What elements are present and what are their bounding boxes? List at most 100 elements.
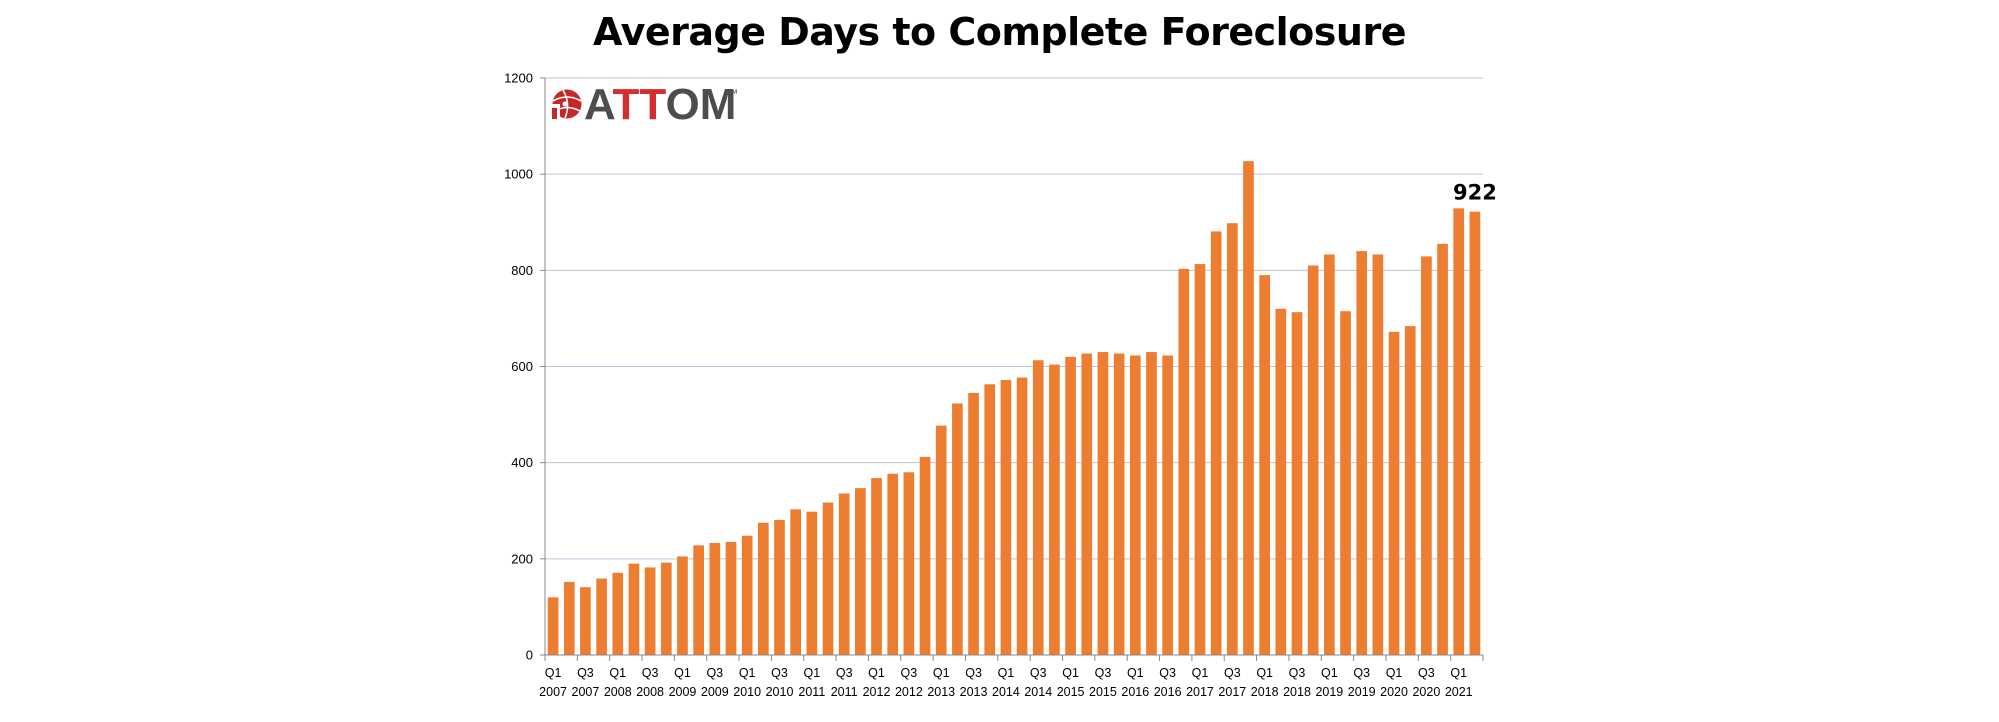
x-tick-label-quarter: Q1	[1386, 666, 1403, 680]
x-tick-label-year: 2009	[669, 685, 697, 699]
x-tick-label-year: 2017	[1186, 685, 1214, 699]
x-tick-label-year: 2016	[1121, 685, 1149, 699]
bar	[1000, 379, 1012, 655]
bar	[903, 472, 915, 655]
axes	[544, 78, 1483, 656]
logo-letters-tt: TT	[613, 80, 667, 129]
logo-letter-a: A	[584, 80, 615, 129]
data-labels: 922	[1453, 181, 1497, 205]
bar	[1146, 352, 1157, 655]
logo-letters-om: OM	[665, 80, 736, 129]
x-tick-label-year: 2007	[539, 685, 567, 699]
x-tick-label-quarter: Q3	[642, 666, 659, 680]
bar	[1178, 268, 1190, 655]
bar	[1469, 211, 1481, 656]
x-tick-label-quarter: Q3	[965, 666, 982, 680]
bar	[1421, 256, 1432, 655]
x-tick-label-quarter: Q3	[771, 666, 788, 680]
y-tick-label: 0	[526, 648, 533, 663]
bar	[1016, 377, 1028, 655]
x-tick-label-quarter: Q1	[1321, 666, 1338, 680]
y-tick-label: 400	[511, 455, 533, 470]
logo-wordmark: ATTOM	[584, 80, 736, 129]
bar	[1129, 355, 1141, 655]
bar	[1113, 353, 1125, 655]
bar	[1032, 360, 1044, 655]
x-tick-label-quarter: Q3	[836, 666, 853, 680]
x-tick-label-year: 2012	[863, 685, 891, 699]
bar	[774, 519, 785, 655]
bar	[822, 502, 834, 655]
bar	[1404, 326, 1416, 655]
bar	[871, 478, 882, 655]
bar	[725, 542, 737, 655]
bar	[1081, 353, 1093, 655]
x-tick-label-year: 2011	[831, 685, 858, 699]
x-tick-label-quarter: Q3	[1418, 666, 1435, 680]
bar	[984, 384, 996, 655]
x-tick-label-year: 2009	[701, 685, 729, 699]
bar	[628, 563, 640, 655]
bar	[596, 578, 607, 655]
x-tick-label-year: 2020	[1412, 685, 1440, 699]
x-tick-label-quarter: Q1	[803, 666, 820, 680]
logo-trademark: ™	[727, 88, 738, 100]
x-tick-label-year: 2012	[895, 685, 923, 699]
x-tick-label-quarter: Q1	[1192, 666, 1209, 680]
bar	[1307, 265, 1319, 655]
y-tick-label: 600	[511, 359, 533, 374]
x-tick-label-year: 2013	[927, 685, 955, 699]
bar	[1226, 223, 1238, 655]
y-tick-label: 200	[511, 551, 533, 566]
x-tick-label-quarter: Q3	[1289, 666, 1306, 680]
y-tick-label: 1200	[504, 71, 533, 86]
x-tick-label-year: 2010	[766, 685, 794, 699]
bar	[580, 587, 591, 655]
x-axis-ticks: Q1 2007 Q3 2007 Q1 2008 Q3 2008 Q1 2009 Q3 2009 Q1 20…	[539, 655, 1484, 699]
attom-logo: ATTOM ™	[552, 80, 738, 129]
bar	[1437, 243, 1448, 655]
bar	[677, 556, 688, 655]
x-tick-label-year: 2021	[1445, 685, 1473, 699]
x-tick-label-year: 2018	[1283, 685, 1311, 699]
x-tick-label-quarter: Q3	[1095, 666, 1112, 680]
x-tick-label-quarter: Q3	[901, 666, 918, 680]
x-tick-label-year: 2013	[960, 685, 988, 699]
x-tick-label-quarter: Q3	[1353, 666, 1370, 680]
x-tick-label-year: 2018	[1251, 685, 1279, 699]
x-tick-label-year: 2020	[1380, 685, 1408, 699]
bar	[1291, 312, 1303, 655]
bar	[1097, 352, 1109, 655]
bar	[660, 562, 672, 655]
bar	[952, 403, 963, 655]
bar	[1388, 331, 1400, 655]
x-tick-label-quarter: Q3	[577, 666, 594, 680]
bar	[1340, 311, 1351, 655]
x-tick-label-quarter: Q1	[933, 666, 950, 680]
bar	[563, 581, 575, 655]
bar	[1210, 231, 1222, 655]
x-tick-label-year: 2008	[636, 685, 664, 699]
bar	[1065, 356, 1076, 655]
bar	[1372, 254, 1384, 655]
y-tick-label: 1000	[504, 167, 533, 182]
bar	[757, 522, 769, 655]
x-tick-label-quarter: Q3	[1224, 666, 1241, 680]
x-tick-label-quarter: Q1	[1062, 666, 1079, 680]
bar	[1049, 364, 1060, 655]
x-tick-label-year: 2015	[1089, 685, 1117, 699]
x-tick-label-quarter: Q3	[1030, 666, 1047, 680]
bar	[693, 545, 704, 655]
bar	[919, 456, 931, 655]
bar	[741, 535, 753, 655]
x-tick-label-year: 2014	[992, 685, 1020, 699]
bar	[855, 488, 866, 655]
bar	[547, 597, 559, 655]
bar	[1453, 208, 1465, 655]
bar	[838, 493, 850, 655]
bar	[644, 567, 656, 655]
x-tick-label-quarter: Q1	[868, 666, 885, 680]
bar	[709, 542, 721, 655]
x-tick-label-year: 2016	[1154, 685, 1182, 699]
